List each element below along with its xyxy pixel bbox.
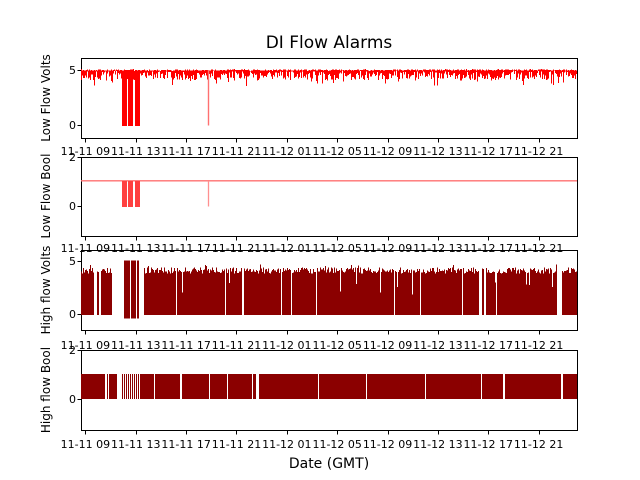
- series-high-flow-bool: [81, 374, 577, 399]
- x-tick-label-row3: 11-12 17: [463, 339, 513, 352]
- x-tick-label-row4: 11-12 09: [362, 438, 413, 451]
- y-tick-label-subplot4: 2: [69, 344, 76, 357]
- y-tick-label-subplot4: 0: [69, 393, 76, 406]
- x-tick-label-row2: 11-11 17: [161, 242, 211, 255]
- x-tick-label-row1: 11-11 21: [211, 145, 262, 158]
- x-tick-label-row1: 11-11 09: [60, 145, 111, 158]
- x-tick-label-row2: 11-12 09: [362, 242, 413, 255]
- x-tick-label-row1: 11-12 05: [312, 145, 362, 158]
- x-tick-label-row3: 11-11 09: [60, 339, 111, 352]
- axes-tickmarks: [77, 70, 540, 435]
- x-tick-label-row3: 11-12 05: [312, 339, 362, 352]
- chart-title: DI Flow Alarms: [265, 33, 393, 53]
- x-axis-label: Date (GMT): [288, 456, 370, 472]
- x-tick-label-row3: 11-12 01: [262, 339, 312, 352]
- y-tick-label-subplot1: 5: [69, 64, 76, 77]
- y-tick-label-subplot3: 0: [69, 308, 76, 321]
- x-tick-label-row1: 11-12 21: [513, 145, 564, 158]
- x-tick-label-row1: 11-12 09: [362, 145, 413, 158]
- x-tick-label-row2: 11-12 13: [413, 242, 463, 255]
- x-tick-label-row1: 11-11 13: [111, 145, 161, 158]
- x-tick-label-row3: 11-11 13: [111, 339, 161, 352]
- x-tick-label-row3: 11-11 17: [161, 339, 211, 352]
- x-tick-label-row2: 11-12 21: [513, 242, 564, 255]
- series-high-flow-volts: [81, 260, 577, 319]
- x-tick-label-row4: 11-12 13: [413, 438, 463, 451]
- x-tick-label-row4: 11-12 17: [463, 438, 513, 451]
- x-tick-label-row3: 11-12 21: [513, 339, 564, 352]
- x-tick-label-row4: 11-11 09: [60, 438, 111, 451]
- low-flow-bool-dropout-cluster: [122, 181, 140, 207]
- x-tick-label-row2: 11-12 17: [463, 242, 513, 255]
- x-tick-label-row4: 11-12 21: [513, 438, 564, 451]
- x-tick-label-row4: 11-11 21: [211, 438, 262, 451]
- x-tick-label-row1: 11-12 17: [463, 145, 513, 158]
- axes-spines: [81, 58, 578, 431]
- y-tick-label-subplot2: 2: [69, 151, 76, 164]
- x-tick-label-row2: 11-11 09: [60, 242, 111, 255]
- x-tick-label-row3: 11-11 21: [211, 339, 262, 352]
- x-tick-label-row4: 11-11 13: [111, 438, 161, 451]
- y-tick-label-subplot3: 5: [69, 255, 76, 268]
- x-tick-label-row4: 11-12 01: [262, 438, 312, 451]
- series-low-flow-volts: [81, 69, 577, 126]
- x-tick-label-row1: 11-11 17: [161, 145, 211, 158]
- x-tick-label-row3: 11-12 13: [413, 339, 463, 352]
- x-tick-label-row2: 11-11 21: [211, 242, 262, 255]
- x-tick-label-row2: 11-12 01: [262, 242, 312, 255]
- x-tick-label-row1: 11-12 01: [262, 145, 312, 158]
- x-tick-label-row4: 11-11 17: [161, 438, 211, 451]
- x-tick-label-row2: 11-11 13: [111, 242, 161, 255]
- x-tick-label-row3: 11-12 09: [362, 339, 413, 352]
- y-tick-label-subplot1: 0: [69, 119, 76, 132]
- y-tick-label-subplot2: 0: [69, 200, 76, 213]
- x-tick-label-row2: 11-12 05: [312, 242, 362, 255]
- x-tick-label-row1: 11-12 13: [413, 145, 463, 158]
- x-tick-label-row4: 11-12 05: [312, 438, 362, 451]
